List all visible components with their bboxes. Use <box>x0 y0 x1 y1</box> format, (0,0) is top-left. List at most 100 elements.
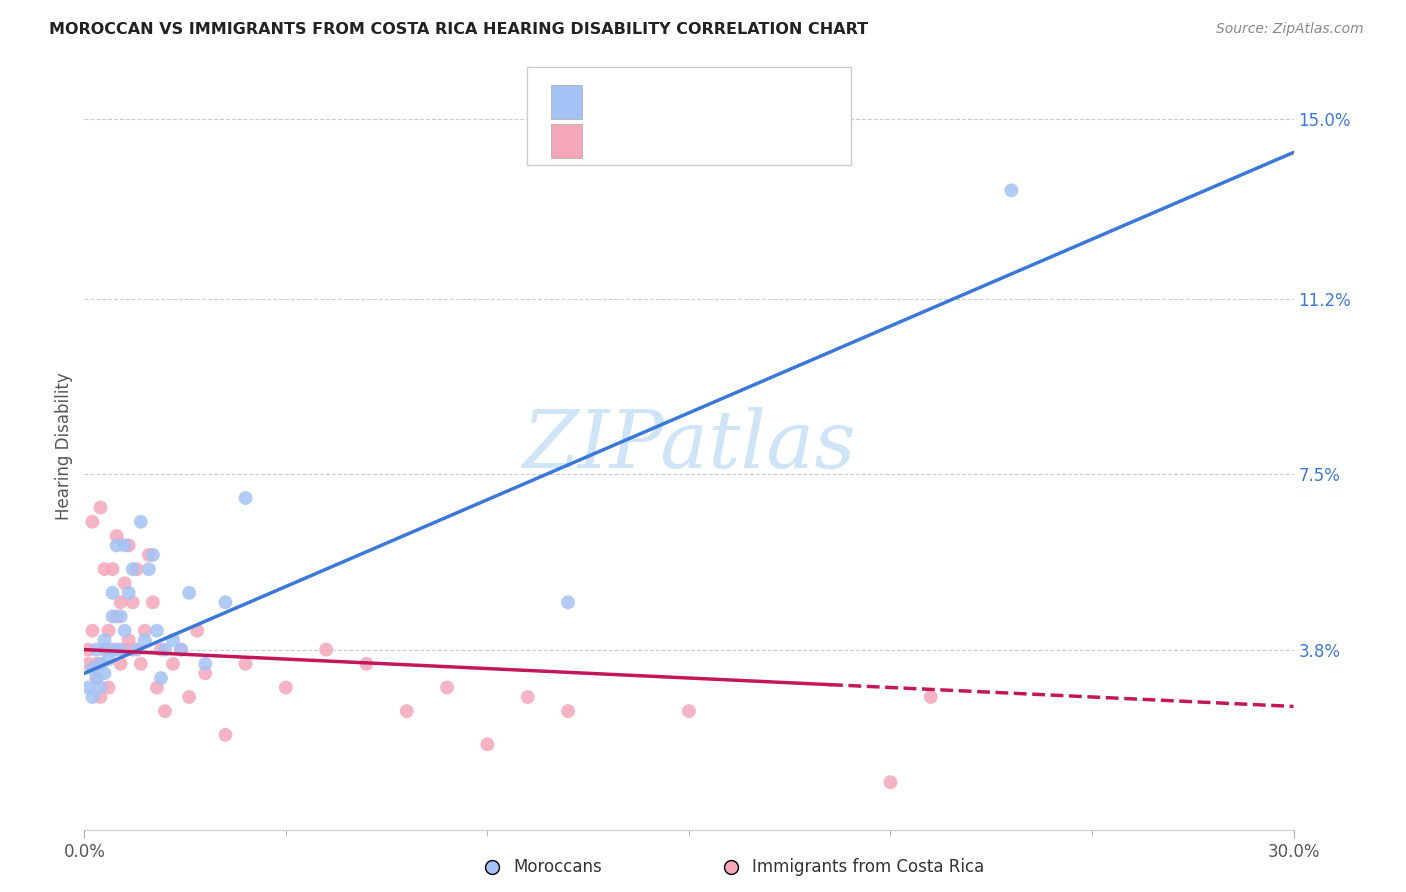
Point <box>214 728 236 742</box>
Point <box>162 657 184 671</box>
Point <box>436 681 458 695</box>
Point <box>170 642 193 657</box>
Point <box>77 642 100 657</box>
Text: N =: N = <box>706 134 737 152</box>
Point <box>114 624 136 638</box>
Point <box>121 595 143 609</box>
Point <box>93 633 115 648</box>
Point <box>557 595 579 609</box>
Point <box>110 595 132 609</box>
Point <box>162 633 184 648</box>
Point <box>114 642 136 657</box>
Point <box>110 642 132 657</box>
Point <box>89 657 111 671</box>
Point <box>86 657 108 671</box>
Point <box>179 690 201 704</box>
Point <box>153 704 176 718</box>
Point <box>138 562 160 576</box>
Point <box>146 624 169 638</box>
Point <box>86 642 108 657</box>
Point <box>146 681 169 695</box>
Point <box>86 671 108 685</box>
Text: -0.124: -0.124 <box>644 134 709 152</box>
Point <box>101 642 124 657</box>
Point <box>105 609 128 624</box>
Point <box>101 562 124 576</box>
Text: Source: ZipAtlas.com: Source: ZipAtlas.com <box>1216 22 1364 37</box>
Point <box>186 624 208 638</box>
Text: Immigrants from Costa Rica: Immigrants from Costa Rica <box>752 858 984 876</box>
Point <box>82 690 104 704</box>
Text: Moroccans: Moroccans <box>513 858 602 876</box>
Point <box>97 624 120 638</box>
Point <box>194 657 217 671</box>
Point <box>82 624 104 638</box>
Point <box>93 642 115 657</box>
Text: N =: N = <box>706 95 737 112</box>
Point <box>118 633 141 648</box>
Point <box>678 704 700 718</box>
Point <box>114 538 136 552</box>
Point <box>125 562 148 576</box>
Point <box>121 642 143 657</box>
Point <box>170 642 193 657</box>
Point <box>110 657 132 671</box>
Text: 37: 37 <box>756 95 782 112</box>
Point <box>235 657 257 671</box>
Point <box>134 633 156 648</box>
Point <box>121 562 143 576</box>
Point <box>101 586 124 600</box>
Point <box>93 666 115 681</box>
Point <box>516 690 538 704</box>
Point <box>86 671 108 685</box>
Point <box>82 515 104 529</box>
Point <box>194 666 217 681</box>
Point <box>134 624 156 638</box>
Point <box>89 681 111 695</box>
Text: 50: 50 <box>756 134 782 152</box>
Point <box>105 529 128 543</box>
Point <box>89 690 111 704</box>
Point <box>1000 183 1022 197</box>
Point <box>356 657 378 671</box>
Point <box>114 576 136 591</box>
Point <box>129 657 152 671</box>
Point <box>153 642 176 657</box>
Text: MOROCCAN VS IMMIGRANTS FROM COSTA RICA HEARING DISABILITY CORRELATION CHART: MOROCCAN VS IMMIGRANTS FROM COSTA RICA H… <box>49 22 869 37</box>
Point <box>920 690 942 704</box>
Point <box>77 681 100 695</box>
Point <box>110 609 132 624</box>
Point <box>129 515 152 529</box>
Point <box>395 704 418 718</box>
Text: R =: R = <box>591 95 621 112</box>
Text: R =: R = <box>591 134 621 152</box>
Point <box>118 586 141 600</box>
Text: 0.727: 0.727 <box>644 95 700 112</box>
Point <box>315 642 337 657</box>
Point <box>101 609 124 624</box>
Point <box>477 737 499 751</box>
Point <box>97 681 120 695</box>
Point <box>179 586 201 600</box>
Point <box>138 548 160 562</box>
Point <box>235 491 257 505</box>
Point <box>118 538 141 552</box>
Point <box>82 662 104 676</box>
Text: ZIPatlas: ZIPatlas <box>522 408 856 484</box>
Point <box>105 642 128 657</box>
Point <box>142 595 165 609</box>
Point <box>105 538 128 552</box>
Point <box>557 704 579 718</box>
Point <box>97 652 120 666</box>
Point <box>125 642 148 657</box>
Point <box>97 642 120 657</box>
Point <box>93 562 115 576</box>
Point <box>879 775 901 789</box>
Point <box>149 671 172 685</box>
Point <box>142 548 165 562</box>
Point <box>77 657 100 671</box>
Point <box>274 681 297 695</box>
Point <box>214 595 236 609</box>
Y-axis label: Hearing Disability: Hearing Disability <box>55 372 73 520</box>
Point <box>149 642 172 657</box>
